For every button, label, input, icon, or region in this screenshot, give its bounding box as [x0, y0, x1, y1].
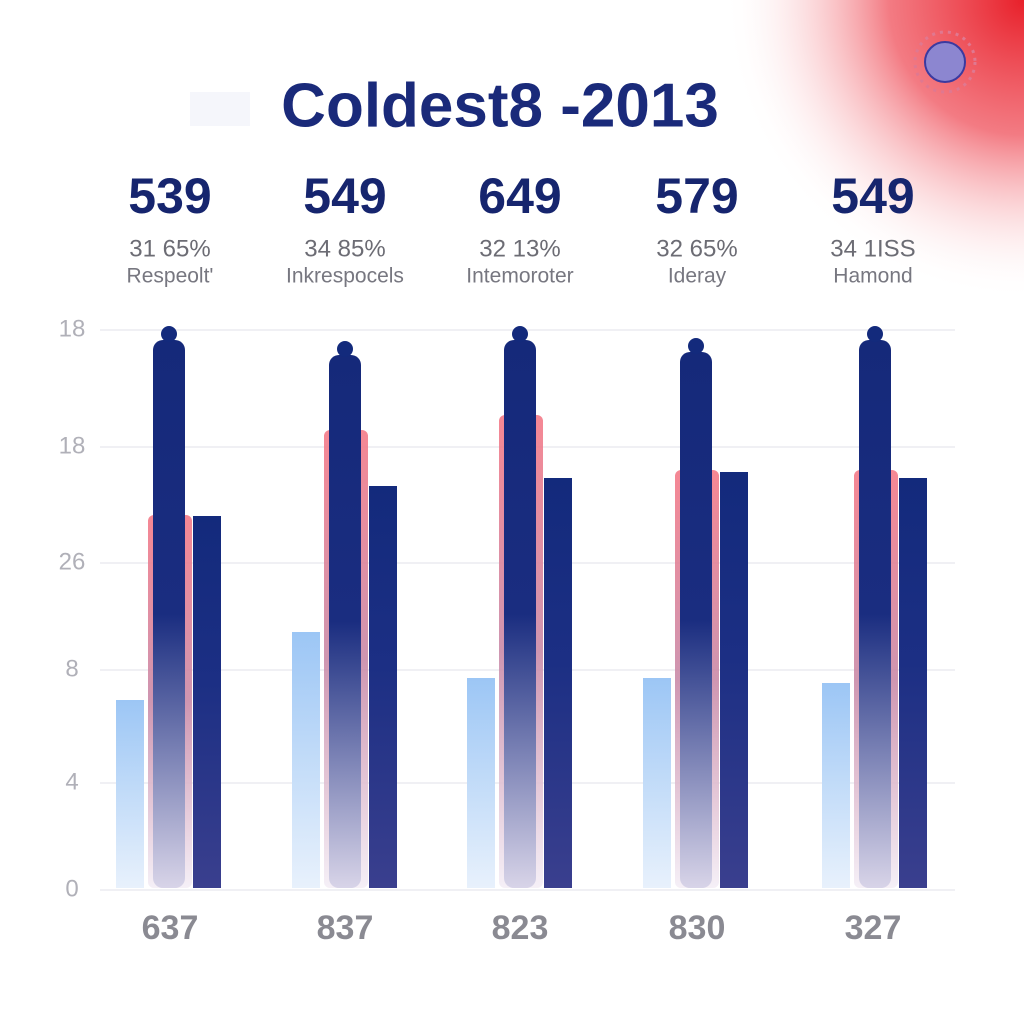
axis-label: 26 [59, 548, 86, 575]
headline-value: 579 [655, 168, 738, 224]
light-bar [643, 678, 671, 888]
column-label: Intemoroter [466, 265, 573, 288]
change-text: 32 13% [479, 235, 560, 262]
footer-value: 837 [317, 909, 374, 947]
light-bar [467, 678, 495, 888]
footer-value: 327 [845, 909, 902, 947]
mid-bar [720, 472, 748, 888]
column-label: Hamond [833, 265, 912, 288]
column-label: Respeolt' [127, 265, 214, 288]
light-bar [116, 700, 144, 888]
change-text: 32 65% [656, 235, 737, 262]
tall-bar [859, 340, 891, 888]
tall-bar [680, 352, 712, 888]
headline-value: 549 [831, 168, 914, 224]
tall-bar [329, 355, 361, 888]
bar-cap [867, 326, 883, 342]
footer-value: 830 [669, 909, 726, 947]
bar-cap [337, 341, 353, 357]
footer-value: 823 [492, 909, 549, 947]
headline-value: 649 [478, 168, 561, 224]
title: Coldest8 -2013 [281, 71, 719, 140]
light-bar [822, 683, 850, 888]
bar-cap [688, 338, 704, 354]
headline-value: 539 [128, 168, 211, 224]
bar-cap [512, 326, 528, 342]
sun-icon [913, 30, 977, 94]
mid-bar [899, 478, 927, 888]
headline-value: 549 [303, 168, 386, 224]
axis-label: 18 [59, 432, 86, 459]
change-text: 31 65% [129, 235, 210, 262]
axis-label: 18 [59, 315, 86, 342]
mid-bar [544, 478, 572, 888]
column-label: Ideray [668, 265, 727, 288]
column-label: Inkrespocels [286, 265, 404, 288]
mid-bar [369, 486, 397, 888]
axis-label: 0 [65, 875, 78, 902]
change-text: 34 85% [304, 235, 385, 262]
corner-glow [700, 0, 1024, 300]
footer-value: 637 [142, 909, 199, 947]
tall-bar [153, 340, 185, 888]
title-streak [190, 92, 250, 126]
mid-bar [193, 516, 221, 888]
change-text: 34 1ISS [830, 235, 915, 262]
tall-bar [504, 340, 536, 888]
bar-cap [161, 326, 177, 342]
axis-label: 8 [65, 655, 78, 682]
light-bar [292, 632, 320, 888]
axis-label: 4 [65, 768, 78, 795]
